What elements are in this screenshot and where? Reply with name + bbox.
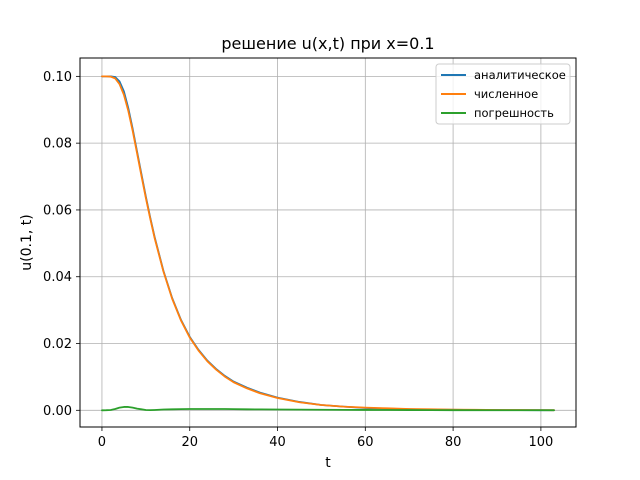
y-tick-label: 0.10 — [43, 70, 72, 85]
x-tick-label: 100 — [528, 435, 553, 450]
plot-lines — [101, 75, 555, 412]
x-tick-label: 0 — [98, 435, 106, 450]
legend-label-2: численное — [474, 87, 538, 101]
y-tick-label: 0.06 — [43, 203, 72, 218]
y-tick-label: 0.02 — [43, 337, 72, 352]
series-line-3 — [101, 406, 555, 412]
x-axis-label: t — [325, 455, 331, 471]
plot-frame — [79, 57, 577, 428]
x-tick-label: 80 — [445, 435, 462, 450]
grid — [80, 58, 576, 427]
axis-ticks: 0 20 40 60 80 100 0.00 0.02 0.04 0.06 0.08 0.10 — [43, 70, 553, 450]
chart-title: решение u(x,t) при x=0.1 — [221, 34, 434, 53]
legend: аналитическое численное погрешность — [435, 63, 571, 125]
legend-box — [435, 63, 571, 125]
legend-label-3: погрешность — [474, 106, 554, 120]
y-tick-label: 0.04 — [43, 270, 72, 285]
x-tick-label: 20 — [181, 435, 198, 450]
y-tick-label: 0.08 — [43, 137, 72, 152]
x-tick-label: 60 — [357, 435, 374, 450]
y-axis-label: u(0.1, t) — [19, 214, 35, 270]
x-tick-label: 40 — [269, 435, 286, 450]
legend-label-1: аналитическое — [474, 68, 566, 82]
y-tick-label: 0.00 — [43, 404, 72, 419]
